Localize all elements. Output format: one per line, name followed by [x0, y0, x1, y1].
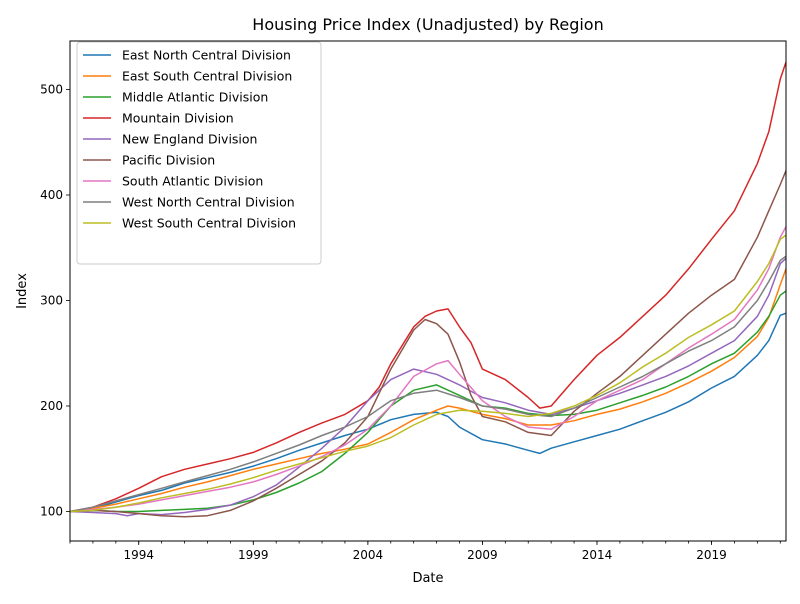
series-line-3 [69, 290, 787, 513]
legend-label: Pacific Division [122, 153, 215, 168]
series-line-1 [69, 312, 787, 513]
series-line-7 [69, 226, 787, 513]
y-tick-label: 300 [40, 293, 63, 307]
y-tick-label: 200 [40, 399, 63, 413]
series-layer [69, 61, 787, 518]
y-axis-ticks: 100 200 300 400 500 [40, 83, 70, 518]
x-tick-label: 1999 [238, 548, 269, 562]
series-line-4 [69, 61, 787, 513]
legend-label: New England Division [122, 132, 257, 147]
x-tick-label: 2009 [467, 548, 498, 562]
legend-label: South Atlantic Division [122, 174, 263, 189]
x-tick-label: 2014 [582, 548, 613, 562]
y-axis-label: Index [15, 273, 30, 309]
legend-label: Middle Atlantic Division [122, 90, 268, 105]
y-tick-label: 500 [40, 83, 63, 97]
y-tick-label: 100 [40, 504, 63, 518]
x-tick-label: 2004 [353, 548, 384, 562]
legend-label: East North Central Division [122, 48, 291, 63]
x-tick-label: 2019 [696, 548, 727, 562]
x-axis-label: Date [412, 571, 443, 586]
series-line-8 [69, 255, 787, 513]
legend: East North Central Division East South Ce… [76, 41, 322, 265]
legend-label: Mountain Division [122, 111, 234, 126]
x-axis-ticks: 1994 1999 2004 2009 2014 2019 [69, 541, 781, 562]
legend-label: West North Central Division [122, 195, 295, 210]
series-line-2 [69, 268, 787, 513]
y-tick-label: 400 [40, 188, 63, 202]
legend-box [76, 41, 322, 265]
plot-frame [69, 40, 787, 542]
legend-label: West South Central Division [122, 216, 296, 231]
series-line-6 [69, 170, 787, 518]
x-tick-label: 1994 [123, 548, 154, 562]
legend-label: East South Central Division [122, 69, 292, 84]
series-line-5 [69, 257, 787, 517]
series-line-9 [69, 234, 787, 513]
chart-title: Housing Price Index (Unadjusted) by Regi… [252, 15, 603, 34]
